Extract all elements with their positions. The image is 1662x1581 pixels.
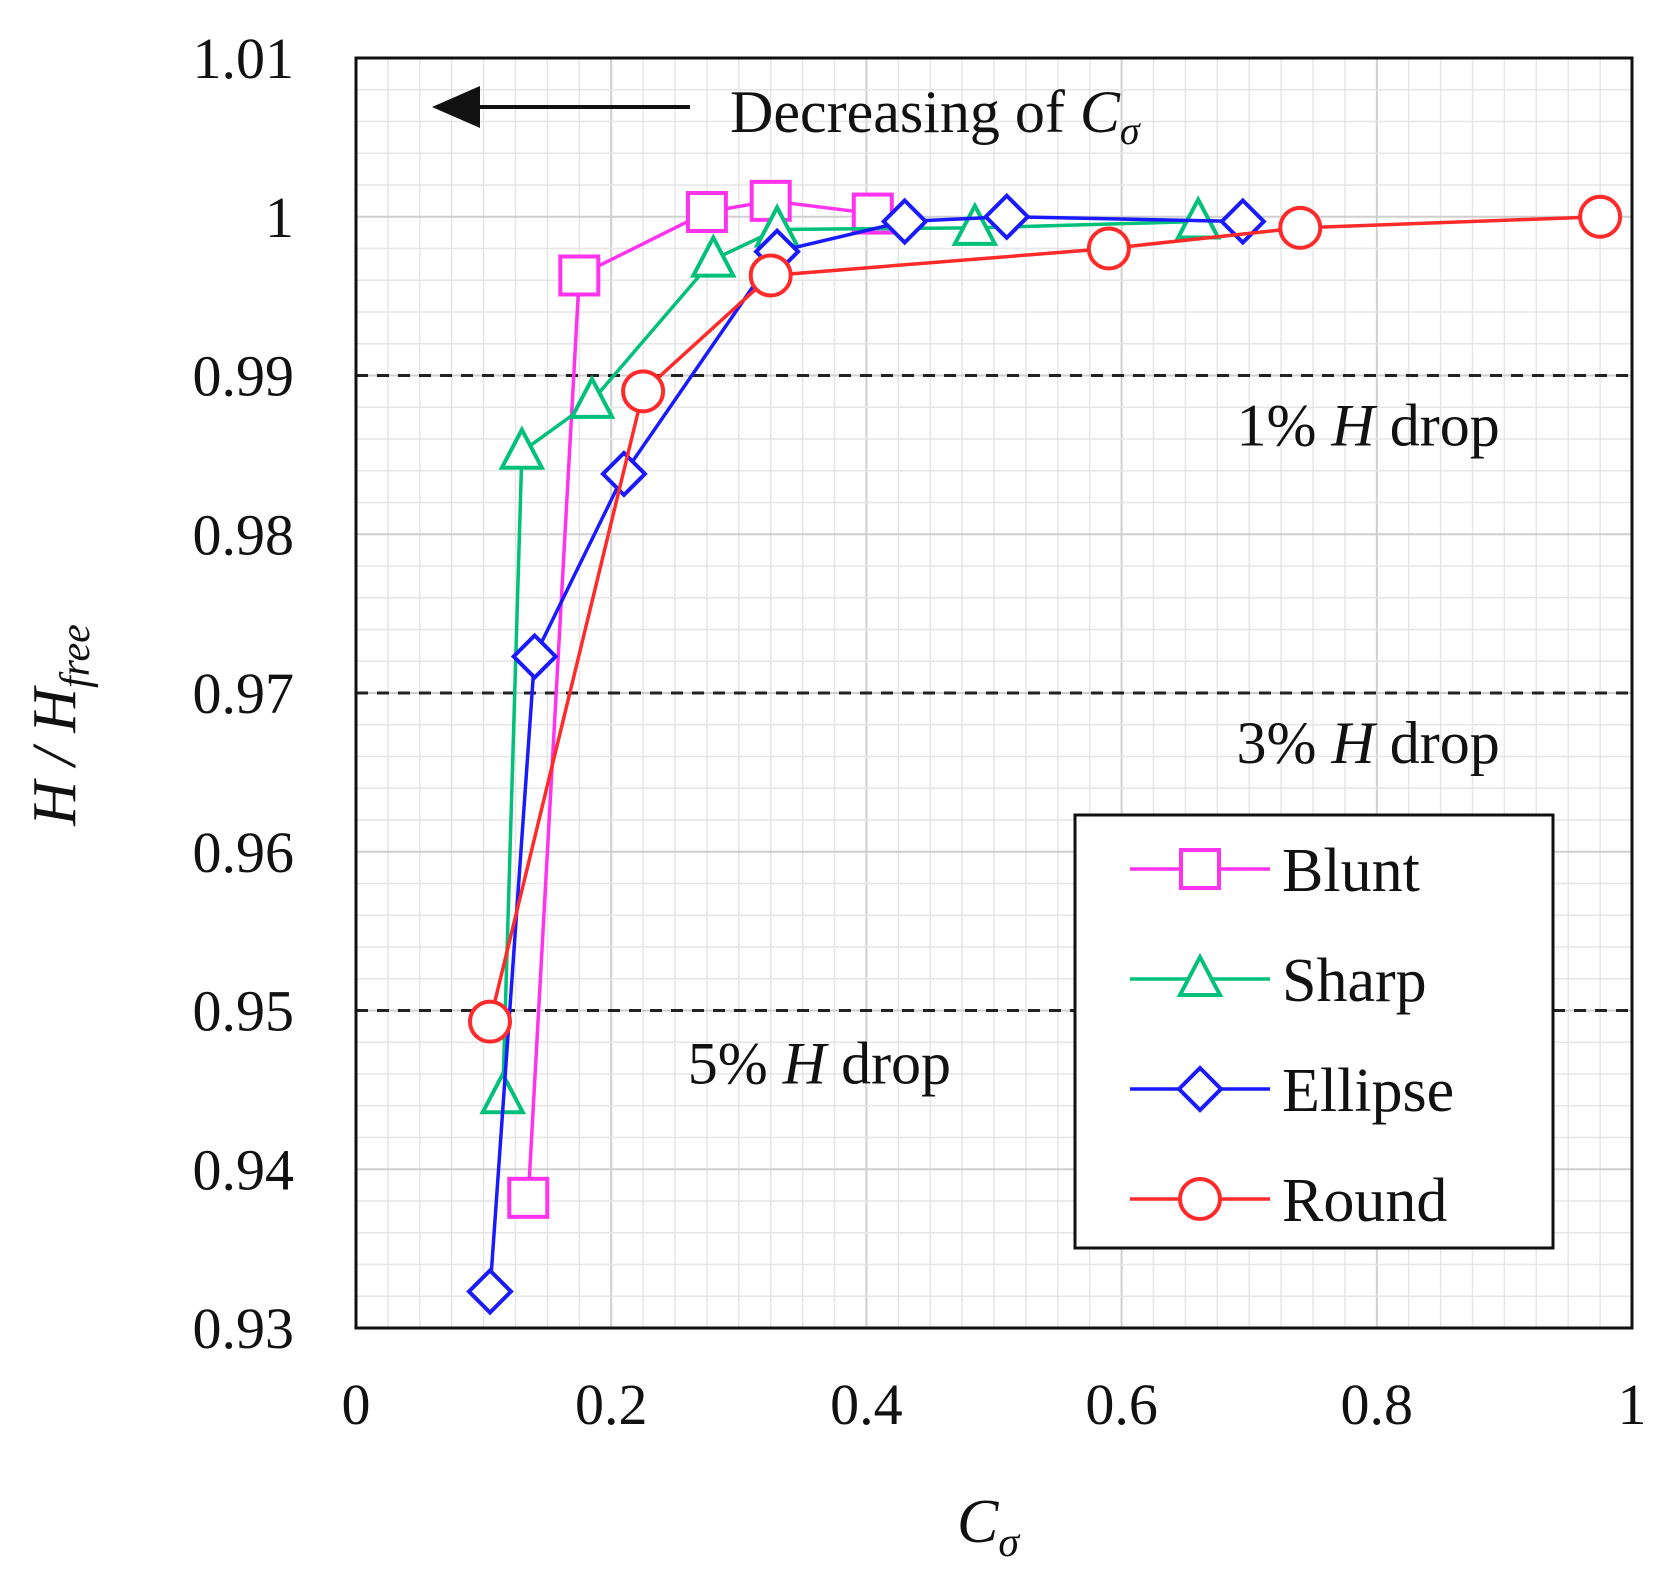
reference-label: 3% H drop bbox=[1236, 710, 1499, 776]
y-tick-label: 1.01 bbox=[193, 26, 295, 91]
y-tick-labels: 0.93 0.94 0.95 0.96 0.97 0.98 0.99 1 1.01 bbox=[193, 26, 295, 1361]
x-tick-label: 0.4 bbox=[830, 1372, 903, 1437]
data-point-blunt bbox=[558, 254, 601, 297]
data-point-ellipse bbox=[880, 197, 929, 246]
legend-label-round: Round bbox=[1282, 1167, 1447, 1235]
y-tick-label: 0.94 bbox=[193, 1137, 295, 1202]
reference-lines: 1% H drop 3% H drop 5% H drop bbox=[356, 374, 1632, 1097]
data-point-sharp bbox=[689, 233, 737, 278]
annotation-text: Decreasing of Cσ bbox=[730, 79, 1141, 153]
x-tick-label: 0.8 bbox=[1341, 1372, 1414, 1437]
legend-box bbox=[1073, 813, 1555, 1250]
legend-marker-ellipse bbox=[1176, 1065, 1224, 1113]
data-point-sharp bbox=[568, 374, 616, 419]
y-tick-label: 0.95 bbox=[193, 979, 295, 1044]
series-layer bbox=[466, 179, 1623, 1316]
x-tick-label: 0.6 bbox=[1085, 1372, 1158, 1437]
data-point-blunt bbox=[507, 1176, 550, 1219]
y-axis-title: H / Hfree bbox=[21, 624, 99, 827]
data-point-blunt bbox=[749, 179, 792, 222]
legend-marker-round bbox=[1178, 1177, 1222, 1221]
y-tick-label: 0.98 bbox=[193, 502, 295, 567]
legend-label-sharp: Sharp bbox=[1282, 947, 1427, 1015]
y-tick-label: 0.93 bbox=[193, 1296, 295, 1361]
data-point-ellipse bbox=[982, 192, 1031, 241]
data-point-ellipse bbox=[466, 1267, 514, 1316]
plot-frame bbox=[354, 56, 1634, 1330]
series-round bbox=[467, 194, 1623, 1044]
reference-label: 5% H drop bbox=[688, 1031, 951, 1097]
series-blunt bbox=[507, 179, 894, 1219]
data-point-round bbox=[1578, 194, 1623, 239]
x-axis-title: Cσ bbox=[957, 1488, 1021, 1566]
data-point-sharp bbox=[1174, 195, 1222, 240]
data-point-round bbox=[467, 999, 512, 1044]
x-tick-labels: 0 0.2 0.4 0.6 0.8 1 bbox=[342, 1372, 1647, 1437]
legend-label-ellipse: Ellipse bbox=[1282, 1057, 1454, 1125]
data-point-round bbox=[1278, 205, 1323, 250]
legend: Blunt Sharp Ellipse Round bbox=[1073, 813, 1555, 1250]
legend-marker-blunt bbox=[1179, 848, 1221, 890]
y-tick-label: 1 bbox=[265, 185, 294, 250]
data-point-sharp bbox=[498, 425, 546, 470]
x-tick-label: 0.2 bbox=[575, 1372, 648, 1437]
data-point-blunt bbox=[685, 190, 728, 233]
y-tick-label: 0.99 bbox=[193, 344, 295, 409]
x-tick-label: 0 bbox=[342, 1372, 371, 1437]
data-point-round bbox=[1086, 226, 1131, 271]
series-sharp bbox=[479, 195, 1222, 1115]
x-tick-label: 1 bbox=[1618, 1372, 1647, 1437]
data-point-round bbox=[621, 369, 666, 414]
data-point-sharp bbox=[951, 201, 999, 246]
legend-label-blunt: Blunt bbox=[1282, 837, 1420, 905]
y-tick-label: 0.96 bbox=[193, 820, 295, 885]
reference-label: 1% H drop bbox=[1236, 392, 1499, 458]
decreasing-annotation: Decreasing of Cσ bbox=[432, 79, 1141, 153]
y-tick-label: 0.97 bbox=[193, 661, 295, 726]
data-point-round bbox=[748, 253, 793, 298]
legend-marker-sharp bbox=[1176, 952, 1224, 997]
annotation-arrow-head bbox=[432, 86, 480, 128]
series-line-round bbox=[488, 215, 1601, 1023]
data-point-ellipse bbox=[510, 632, 559, 681]
